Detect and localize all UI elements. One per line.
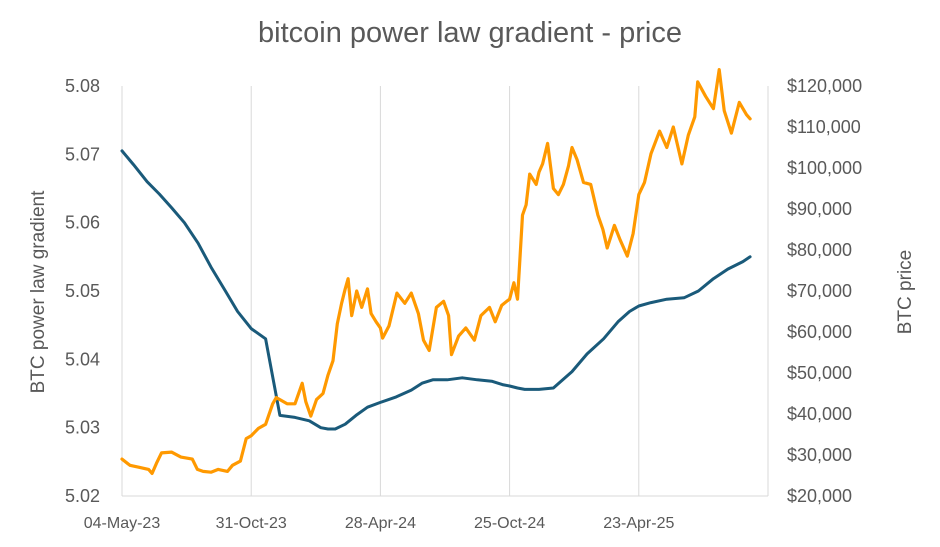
btc-price-line bbox=[120, 67, 752, 475]
grid bbox=[121, 86, 769, 497]
right-tick-label: $90,000 bbox=[787, 199, 852, 219]
right-tick-label: $50,000 bbox=[787, 363, 852, 383]
x-tick-label: 31-Oct-23 bbox=[216, 515, 287, 532]
x-tick-label: 04-May-23 bbox=[84, 515, 161, 532]
left-tick-label: 5.07 bbox=[65, 144, 100, 164]
right-tick-label: $110,000 bbox=[787, 117, 861, 137]
right-tick-label: $100,000 bbox=[787, 158, 862, 178]
right-tick-label: $70,000 bbox=[787, 281, 852, 301]
right-axis-ticks: $20,000 $30,000 $40,000 $50,000 $60,000 $70,0… bbox=[787, 76, 862, 506]
left-tick-label: 5.08 bbox=[65, 76, 100, 96]
power-law-gradient-line bbox=[120, 149, 752, 431]
right-tick-label: $30,000 bbox=[787, 445, 852, 465]
right-tick-label: $20,000 bbox=[787, 486, 852, 506]
left-tick-label: 5.04 bbox=[65, 349, 100, 369]
left-axis-ticks: 5.02 5.03 5.04 5.05 5.06 5.07 5.08 bbox=[65, 76, 100, 506]
left-axis-title: BTC power law gradient bbox=[28, 190, 49, 393]
series bbox=[120, 67, 752, 475]
right-axis-title: BTC price bbox=[895, 250, 916, 334]
right-tick-label: $40,000 bbox=[787, 404, 852, 424]
chart-title: bitcoin power law gradient - price bbox=[258, 17, 682, 49]
right-tick-label: $60,000 bbox=[787, 322, 852, 342]
left-tick-label: 5.02 bbox=[65, 486, 100, 506]
left-tick-label: 5.05 bbox=[65, 281, 100, 301]
x-tick-label: 23-Apr-25 bbox=[603, 515, 674, 532]
right-tick-label: $120,000 bbox=[787, 76, 862, 96]
x-tick-label: 25-Oct-24 bbox=[474, 515, 545, 532]
x-axis-ticks: 04-May-23 31-Oct-23 28-Apr-24 25-Oct-24 23-A… bbox=[84, 515, 675, 532]
left-tick-label: 5.06 bbox=[65, 213, 100, 233]
left-tick-label: 5.03 bbox=[65, 418, 100, 438]
right-tick-label: $80,000 bbox=[787, 240, 852, 260]
x-tick-label: 28-Apr-24 bbox=[345, 515, 416, 532]
